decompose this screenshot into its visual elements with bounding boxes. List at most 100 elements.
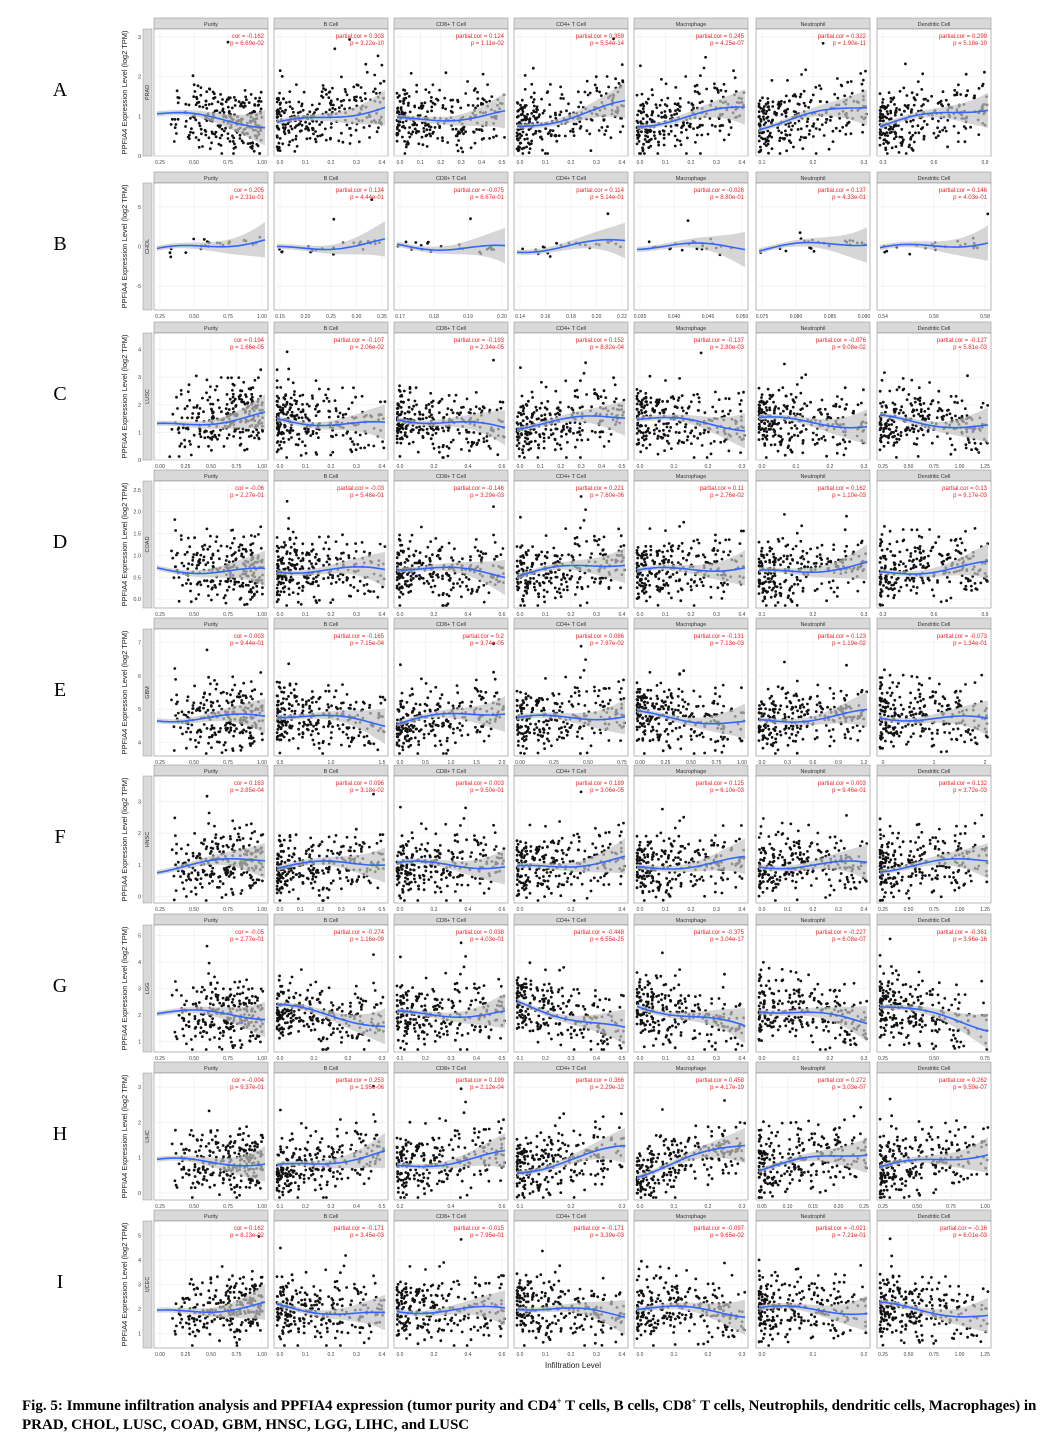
- data-point: [822, 134, 826, 137]
- data-point: [675, 422, 679, 426]
- data-point: [310, 542, 314, 546]
- data-point: [574, 122, 578, 126]
- data-point: [649, 396, 653, 400]
- data-point: [457, 139, 460, 142]
- data-point: [885, 152, 889, 155]
- data-point: [900, 135, 904, 139]
- data-point: [609, 433, 613, 436]
- data-point: [288, 557, 291, 561]
- data-point: [330, 582, 333, 585]
- data-point: [919, 414, 922, 418]
- data-point: [520, 134, 523, 138]
- data-point: [362, 584, 366, 587]
- data-point: [492, 358, 495, 362]
- data-point: [231, 541, 234, 545]
- data-point: [538, 435, 542, 439]
- data-point: [334, 580, 338, 584]
- data-point: [562, 424, 565, 428]
- data-point: [831, 435, 835, 439]
- data-point: [637, 140, 641, 143]
- data-point: [878, 128, 882, 131]
- data-point: [899, 434, 903, 438]
- data-point: [516, 415, 519, 418]
- data-point: [894, 131, 898, 135]
- data-point: [940, 103, 943, 106]
- data-point: [862, 388, 865, 392]
- data-point: [476, 104, 480, 108]
- data-point: [276, 574, 280, 578]
- data-point: [956, 140, 960, 144]
- data-point: [534, 129, 538, 133]
- data-point: [703, 411, 707, 415]
- data-point: [210, 407, 213, 411]
- data-point: [375, 130, 379, 134]
- data-point: [525, 442, 529, 446]
- data-point: [820, 437, 824, 440]
- immune-infiltration-figure: A PPFIA4 Expression Level (log2 TPM) PRAD0…: [53, 17, 992, 1370]
- data-point: [317, 559, 321, 563]
- data-point: [887, 91, 891, 94]
- data-point: [277, 141, 281, 145]
- data-point: [401, 427, 405, 431]
- data-point: [893, 441, 896, 445]
- confidence-band: [637, 89, 745, 130]
- x-tick-label: 0.4: [379, 464, 386, 470]
- data-point: [766, 136, 770, 139]
- data-point: [902, 86, 906, 90]
- data-point: [714, 410, 718, 414]
- data-point: [181, 583, 184, 587]
- data-point: [407, 547, 410, 551]
- data-point: [590, 405, 593, 409]
- data-point: [193, 536, 197, 540]
- data-point: [905, 94, 909, 97]
- data-point: [782, 404, 786, 407]
- data-point: [314, 379, 318, 382]
- data-point: [639, 103, 643, 107]
- data-point: [284, 101, 288, 104]
- data-point: [650, 113, 654, 117]
- data-point: [402, 389, 406, 393]
- data-point: [294, 402, 298, 406]
- data-point: [670, 114, 673, 117]
- data-point: [219, 544, 223, 548]
- data-point: [936, 435, 939, 438]
- data-point: [724, 397, 728, 400]
- data-point: [397, 123, 401, 127]
- data-point: [329, 103, 333, 107]
- data-point: [473, 141, 477, 145]
- data-point: [201, 545, 204, 548]
- data-point: [333, 47, 337, 51]
- data-point: [861, 130, 864, 134]
- data-point: [287, 129, 290, 133]
- data-point: [656, 152, 660, 155]
- data-point: [892, 444, 896, 447]
- data-point: [811, 125, 815, 128]
- data-point: [437, 445, 441, 449]
- y-tick-label: 0: [138, 458, 141, 464]
- y-tick-label: 0: [138, 245, 141, 251]
- y-tick-label: 3: [138, 35, 141, 41]
- data-point: [648, 443, 652, 446]
- data-point: [702, 66, 706, 70]
- data-point: [460, 406, 463, 409]
- data-point: [466, 441, 470, 444]
- data-point: [356, 443, 360, 446]
- data-point: [963, 140, 967, 144]
- stat-correlation: partial.cor = -0.026: [694, 188, 745, 194]
- data-point: [700, 133, 704, 137]
- data-point: [178, 444, 182, 448]
- data-point: [911, 410, 914, 414]
- data-point: [438, 88, 441, 92]
- data-point: [207, 444, 210, 448]
- data-point: [442, 443, 445, 447]
- data-point: [397, 120, 401, 124]
- data-point: [313, 111, 316, 114]
- data-point: [187, 383, 191, 387]
- data-point: [446, 141, 450, 144]
- data-point: [232, 435, 236, 438]
- data-point: [523, 104, 527, 107]
- data-point: [481, 72, 485, 76]
- data-point: [551, 129, 555, 133]
- data-point: [679, 143, 683, 147]
